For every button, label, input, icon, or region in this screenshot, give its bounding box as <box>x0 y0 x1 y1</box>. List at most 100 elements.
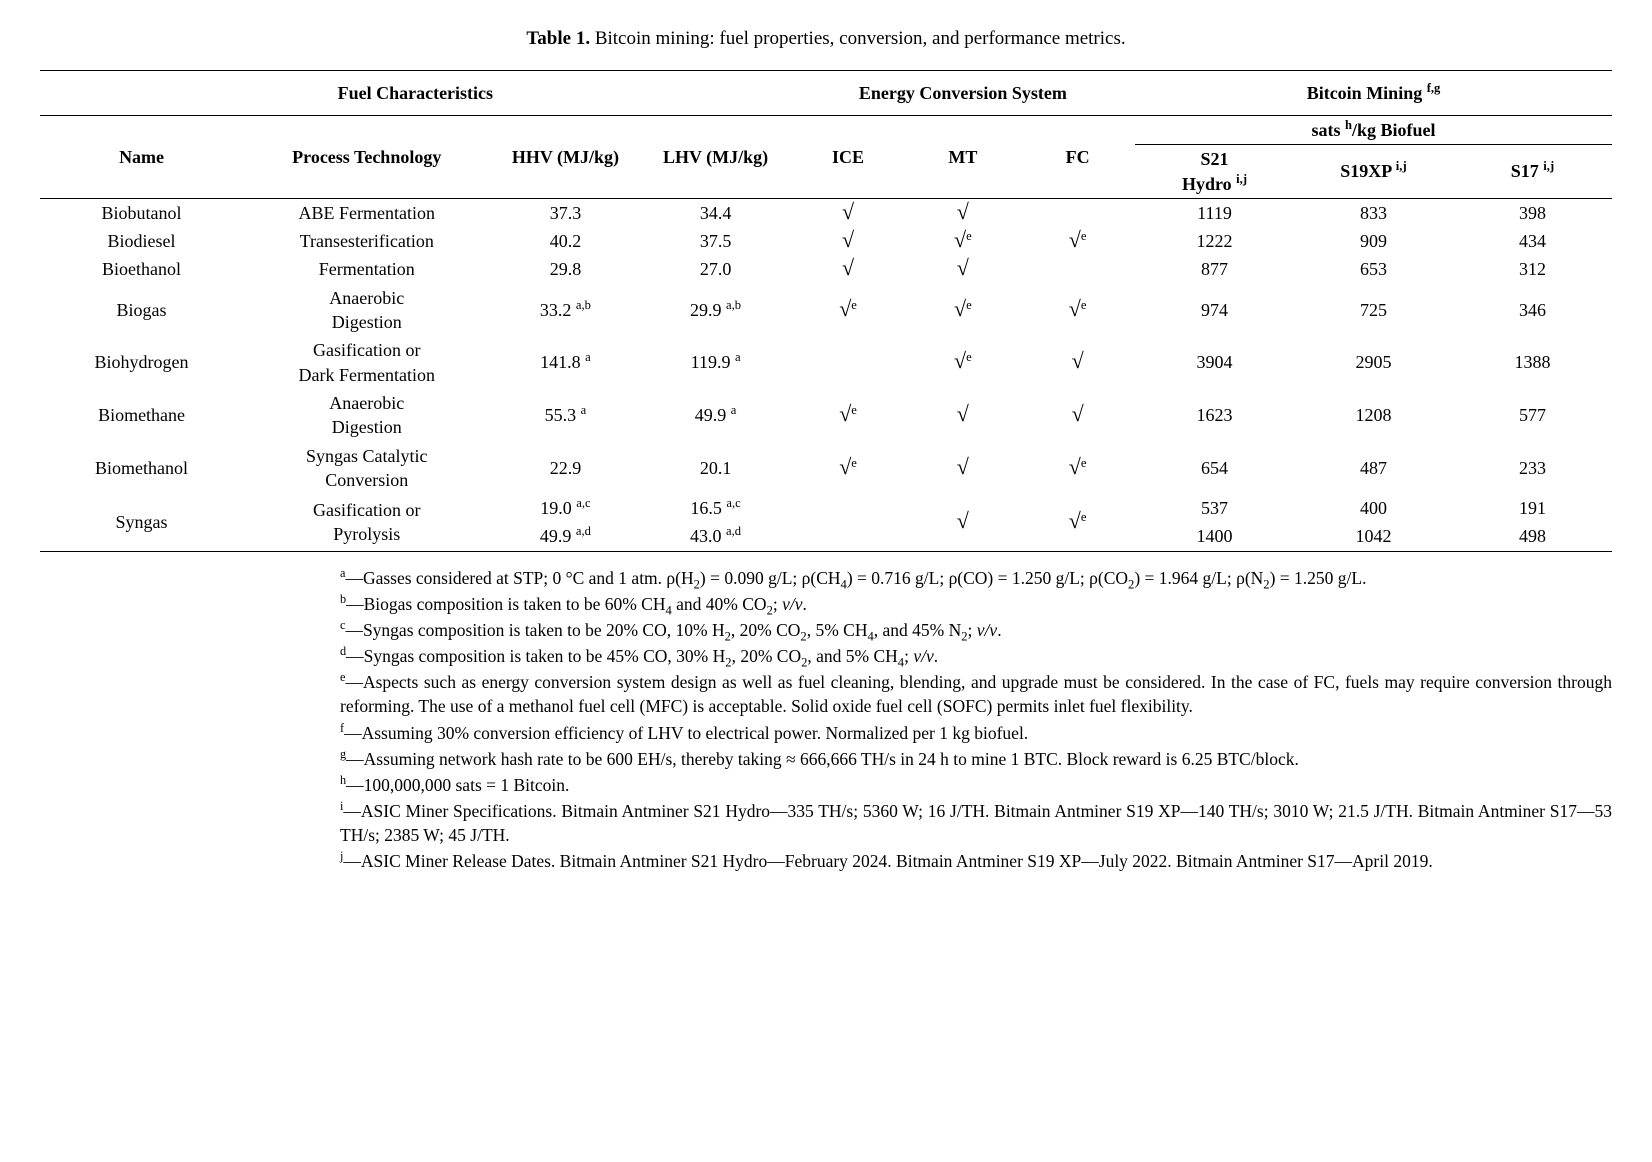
page: Table 1. Bitcoin mining: fuel properties… <box>0 0 1652 1162</box>
hdr-ecs-text: Energy Conversion System <box>859 83 1067 103</box>
cell-fc: √ <box>1020 389 1135 442</box>
t: —Syngas composition is taken to be 45% C… <box>346 646 725 666</box>
hdr-s21: S21 Hydro i,j <box>1135 145 1294 199</box>
cell-s19: 909 <box>1294 227 1453 255</box>
cell-s19: 2905 <box>1294 336 1453 389</box>
cell-s19: 1208 <box>1294 389 1453 442</box>
check-icon: √ <box>839 296 851 321</box>
cell-fc: √ <box>1020 336 1135 389</box>
val: 43.0 <box>690 526 722 546</box>
cell-s17: 577 <box>1453 389 1612 442</box>
cell-hhv: 22.9 <box>490 442 640 495</box>
cell-s21: 974 <box>1135 284 1294 337</box>
footnote-c: c—Syngas composition is taken to be 20% … <box>340 618 1612 642</box>
t: . <box>934 646 938 666</box>
cell-s19: 400 <box>1294 494 1453 522</box>
cell-name: Bioethanol <box>40 255 243 283</box>
row-biobutanol: Biobutanol ABE Fermentation 37.3 34.4 √ … <box>40 198 1612 227</box>
t: ) = 0.090 g/L; ρ(CH <box>700 568 841 588</box>
val: 49.9 <box>695 405 727 425</box>
cell-name: Biobutanol <box>40 198 243 227</box>
table-caption: Table 1. Bitcoin mining: fuel properties… <box>40 26 1612 52</box>
cell-lhv: 34.4 <box>641 198 791 227</box>
cell-lhv: 49.9 a <box>641 389 791 442</box>
hdr-sats-text: sats <box>1311 120 1340 140</box>
cell-fc <box>1020 255 1135 283</box>
footnote-g: g—Assuming network hash rate to be 600 E… <box>340 747 1612 771</box>
val: 16.5 <box>690 498 722 518</box>
cell-hhv: 19.0 a,c <box>490 494 640 522</box>
hdr-s21-sup: i,j <box>1236 172 1247 186</box>
sup: e <box>851 456 857 470</box>
t: , 5% CH <box>807 620 868 640</box>
cell-s21: 1623 <box>1135 389 1294 442</box>
cell-lhv: 43.0 a,d <box>641 522 791 551</box>
row-biohydrogen: Biohydrogen Gasification or Dark Ferment… <box>40 336 1612 389</box>
sup: a,d <box>576 524 591 538</box>
cell-fc: √e <box>1020 227 1135 255</box>
cell-mt: √e <box>905 227 1020 255</box>
sup: a <box>585 350 591 364</box>
hdr-lhv: LHV (MJ/kg) <box>641 115 791 198</box>
t: —Syngas composition is taken to be 20% C… <box>345 620 724 640</box>
val: 55.3 <box>545 405 577 425</box>
check-icon: √ <box>957 255 969 280</box>
check-icon: √ <box>957 454 969 479</box>
hdr-hhv: HHV (MJ/kg) <box>490 115 640 198</box>
cell-lhv: 20.1 <box>641 442 791 495</box>
cell-lhv: 37.5 <box>641 227 791 255</box>
hdr-s19: S19XP i,j <box>1294 145 1453 199</box>
sup: e <box>1081 456 1087 470</box>
cell-process: Anaerobic Digestion <box>243 284 490 337</box>
cell-s19: 653 <box>1294 255 1453 283</box>
hdr-sats: sats h/kg Biofuel <box>1135 115 1612 144</box>
cell-s17: 398 <box>1453 198 1612 227</box>
cell-process: ABE Fermentation <box>243 198 490 227</box>
cell-process: Syngas Catalytic Conversion <box>243 442 490 495</box>
row-biodiesel: Biodiesel Transesterification 40.2 37.5 … <box>40 227 1612 255</box>
process-line2: Digestion <box>332 417 402 437</box>
cell-fc: √e <box>1020 442 1135 495</box>
sup: a <box>731 403 737 417</box>
cell-name: Biomethanol <box>40 442 243 495</box>
cell-hhv: 49.9 a,d <box>490 522 640 551</box>
hdr-ice: ICE <box>791 115 906 198</box>
val: 33.2 <box>540 300 572 320</box>
cell-process: Gasification or Dark Fermentation <box>243 336 490 389</box>
footnote-i: i—ASIC Miner Specifications. Bitmain Ant… <box>340 799 1612 847</box>
hdr-s21-b: Hydro <box>1182 174 1232 194</box>
t: —Biogas composition is taken to be 60% C… <box>346 594 665 614</box>
check-icon: √ <box>954 296 966 321</box>
t: , and 45% N <box>874 620 961 640</box>
vv: v/v <box>977 620 997 640</box>
cell-s21: 3904 <box>1135 336 1294 389</box>
cell-s21: 654 <box>1135 442 1294 495</box>
t: , 20% CO <box>731 620 801 640</box>
cell-process: Gasification or Pyrolysis <box>243 494 490 551</box>
process-line1: Syngas Catalytic <box>306 446 427 466</box>
val: 119.9 <box>691 352 731 372</box>
cell-lhv: 27.0 <box>641 255 791 283</box>
hdr-mining-text: Bitcoin Mining <box>1307 83 1423 103</box>
cell-s17: 346 <box>1453 284 1612 337</box>
footnote-j: j—ASIC Miner Release Dates. Bitmain Antm… <box>340 849 1612 873</box>
cell-s17: 191 <box>1453 494 1612 522</box>
cell-name: Biogas <box>40 284 243 337</box>
cell-ice: √ <box>791 198 906 227</box>
cell-ice: √e <box>791 442 906 495</box>
footnote-b: b—Biogas composition is taken to be 60% … <box>340 592 1612 616</box>
val: 49.9 <box>540 526 572 546</box>
check-icon: √ <box>954 227 966 252</box>
val: 29.9 <box>690 300 722 320</box>
footnote-e: e—Aspects such as energy conversion syst… <box>340 670 1612 718</box>
cell-s21: 1222 <box>1135 227 1294 255</box>
cell-process: Transesterification <box>243 227 490 255</box>
val: 141.8 <box>540 352 581 372</box>
cell-hhv: 37.3 <box>490 198 640 227</box>
sup: a,c <box>576 496 590 510</box>
cell-mt: √ <box>905 389 1020 442</box>
cell-s21: 877 <box>1135 255 1294 283</box>
t: —ASIC Miner Release Dates. Bitmain Antmi… <box>343 851 1432 871</box>
check-icon: √ <box>842 199 854 224</box>
hdr-fuel-char: Fuel Characteristics <box>40 70 791 115</box>
